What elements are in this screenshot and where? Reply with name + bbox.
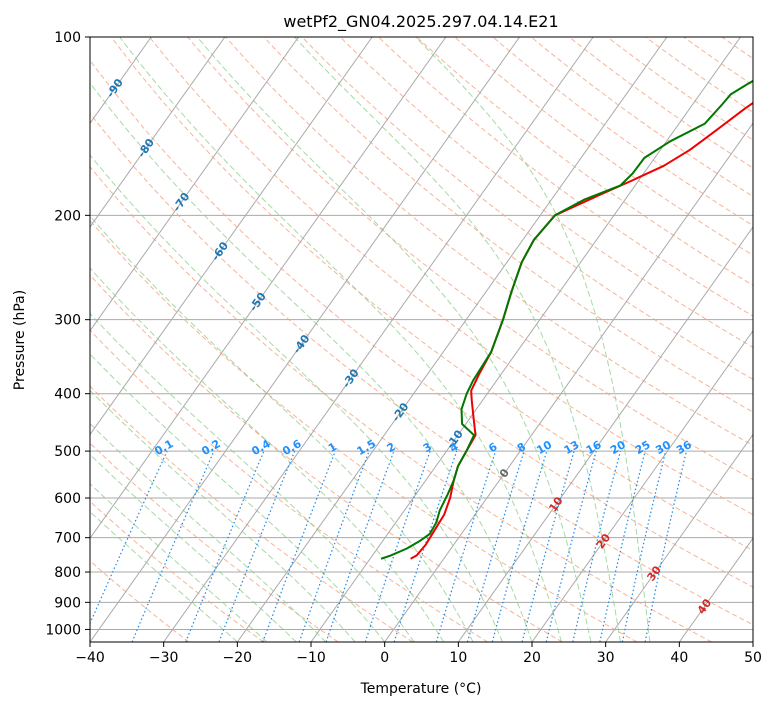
dry-adiabat bbox=[90, 500, 264, 642]
moist-adiabat bbox=[119, 37, 562, 642]
y-tick-label: 1000 bbox=[45, 622, 81, 638]
dry-adiabat bbox=[90, 385, 414, 642]
moist-adiabat bbox=[196, 37, 592, 642]
isotherm-line bbox=[90, 37, 520, 642]
y-tick-label: 400 bbox=[54, 387, 81, 403]
y-tick-label: 500 bbox=[54, 444, 81, 460]
x-tick-label: −30 bbox=[149, 650, 179, 666]
isotherm-line bbox=[605, 433, 753, 642]
mixing-ratio-line bbox=[185, 450, 265, 642]
isotherm-line bbox=[236, 37, 668, 642]
mixing-ratio-line bbox=[393, 450, 458, 642]
x-tick-label: −10 bbox=[296, 650, 326, 666]
moist-adiabat bbox=[294, 37, 621, 642]
mixing-ratio-line bbox=[521, 450, 575, 642]
isotherm-line bbox=[90, 37, 447, 540]
moist-adiabat bbox=[90, 510, 238, 642]
y-tick-label: 300 bbox=[54, 313, 81, 329]
y-tick-label: 700 bbox=[54, 531, 81, 547]
x-axis-label: Temperature (°C) bbox=[360, 681, 482, 697]
dry-adiabat bbox=[339, 37, 753, 349]
y-axis: 1000 900 800 700 600 500 400 300 200 100 bbox=[45, 30, 90, 638]
dry-adiabat bbox=[90, 219, 638, 642]
dry-adiabat bbox=[90, 59, 753, 588]
x-tick-label: −40 bbox=[75, 650, 105, 666]
y-tick-label: 100 bbox=[54, 30, 81, 46]
moist-adiabat bbox=[90, 82, 533, 642]
isotherm-line bbox=[678, 537, 753, 642]
mixing-ratio-line bbox=[298, 450, 370, 642]
x-tick-label: −20 bbox=[223, 650, 253, 666]
dry-adiabat bbox=[416, 37, 753, 286]
mixing-ratio-line bbox=[325, 450, 395, 642]
mixing-ratio-line bbox=[90, 450, 168, 625]
moist-adiabat bbox=[90, 312, 415, 642]
moist-adiabat bbox=[90, 154, 503, 642]
plot-frame bbox=[89, 36, 754, 643]
isotherm-line bbox=[90, 37, 299, 332]
mixing-ratio-line bbox=[364, 450, 431, 642]
isotherm-line bbox=[384, 122, 753, 642]
mixing-ratio-line bbox=[131, 450, 215, 642]
dry-adiabat bbox=[149, 37, 753, 516]
isotherm-line bbox=[90, 37, 226, 228]
mixing-ratio-line bbox=[262, 450, 336, 642]
moist-adiabat bbox=[90, 353, 386, 642]
x-tick-label: 20 bbox=[523, 650, 541, 666]
mixing-ratio-line bbox=[218, 450, 296, 642]
x-tick-label: 10 bbox=[449, 650, 467, 666]
moist-adiabat bbox=[90, 422, 327, 642]
chart-title: wetPf2_GN04.2025.297.04.14.E21 bbox=[283, 12, 558, 32]
x-tick-label: 30 bbox=[597, 650, 615, 666]
x-tick-label: 0 bbox=[380, 650, 389, 666]
mixing-ratio-line bbox=[491, 450, 548, 642]
dry-adiabat bbox=[607, 37, 753, 141]
isobar-grid bbox=[90, 37, 753, 630]
mixing-ratio-line bbox=[545, 450, 597, 642]
isotherm-line bbox=[163, 37, 594, 642]
x-tick-label: 50 bbox=[744, 650, 762, 666]
dry-adiabat bbox=[90, 166, 712, 642]
x-tick-label: 40 bbox=[670, 650, 688, 666]
isotherm-line bbox=[457, 226, 753, 642]
mixing-ratio-line bbox=[572, 450, 622, 642]
dry-adiabat bbox=[263, 37, 753, 413]
sounding-profiles bbox=[380, 79, 753, 560]
mixing-ratio-line bbox=[466, 450, 525, 642]
y-axis-label: Pressure (hPa) bbox=[12, 290, 28, 390]
isotherm-line bbox=[310, 37, 741, 642]
y-tick-label: 600 bbox=[54, 491, 81, 507]
mixing-ratio-line bbox=[621, 450, 667, 642]
mixing-ratio-line bbox=[599, 450, 646, 642]
x-axis: −40 −30 −20 −10 0 10 20 30 40 50 bbox=[75, 642, 762, 666]
dry-adiabat bbox=[492, 37, 753, 227]
moist-adiabats bbox=[90, 37, 651, 642]
y-tick-label: 200 bbox=[54, 208, 81, 224]
mixing-ratio-line bbox=[435, 450, 497, 642]
dry-adiabat bbox=[90, 442, 339, 642]
moist-adiabat bbox=[90, 215, 474, 642]
moist-adiabat bbox=[90, 483, 268, 642]
moist-adiabat bbox=[90, 267, 445, 642]
moist-adiabat bbox=[415, 37, 651, 642]
y-tick-label: 900 bbox=[54, 595, 81, 611]
isotherms bbox=[90, 37, 753, 642]
isotherm-line bbox=[90, 37, 373, 436]
dewpoint-profile bbox=[380, 79, 753, 560]
mixing-ratio-lines bbox=[90, 450, 687, 642]
moist-adiabat bbox=[90, 389, 356, 642]
isotherm-line bbox=[531, 329, 753, 642]
y-tick-label: 800 bbox=[54, 565, 81, 581]
